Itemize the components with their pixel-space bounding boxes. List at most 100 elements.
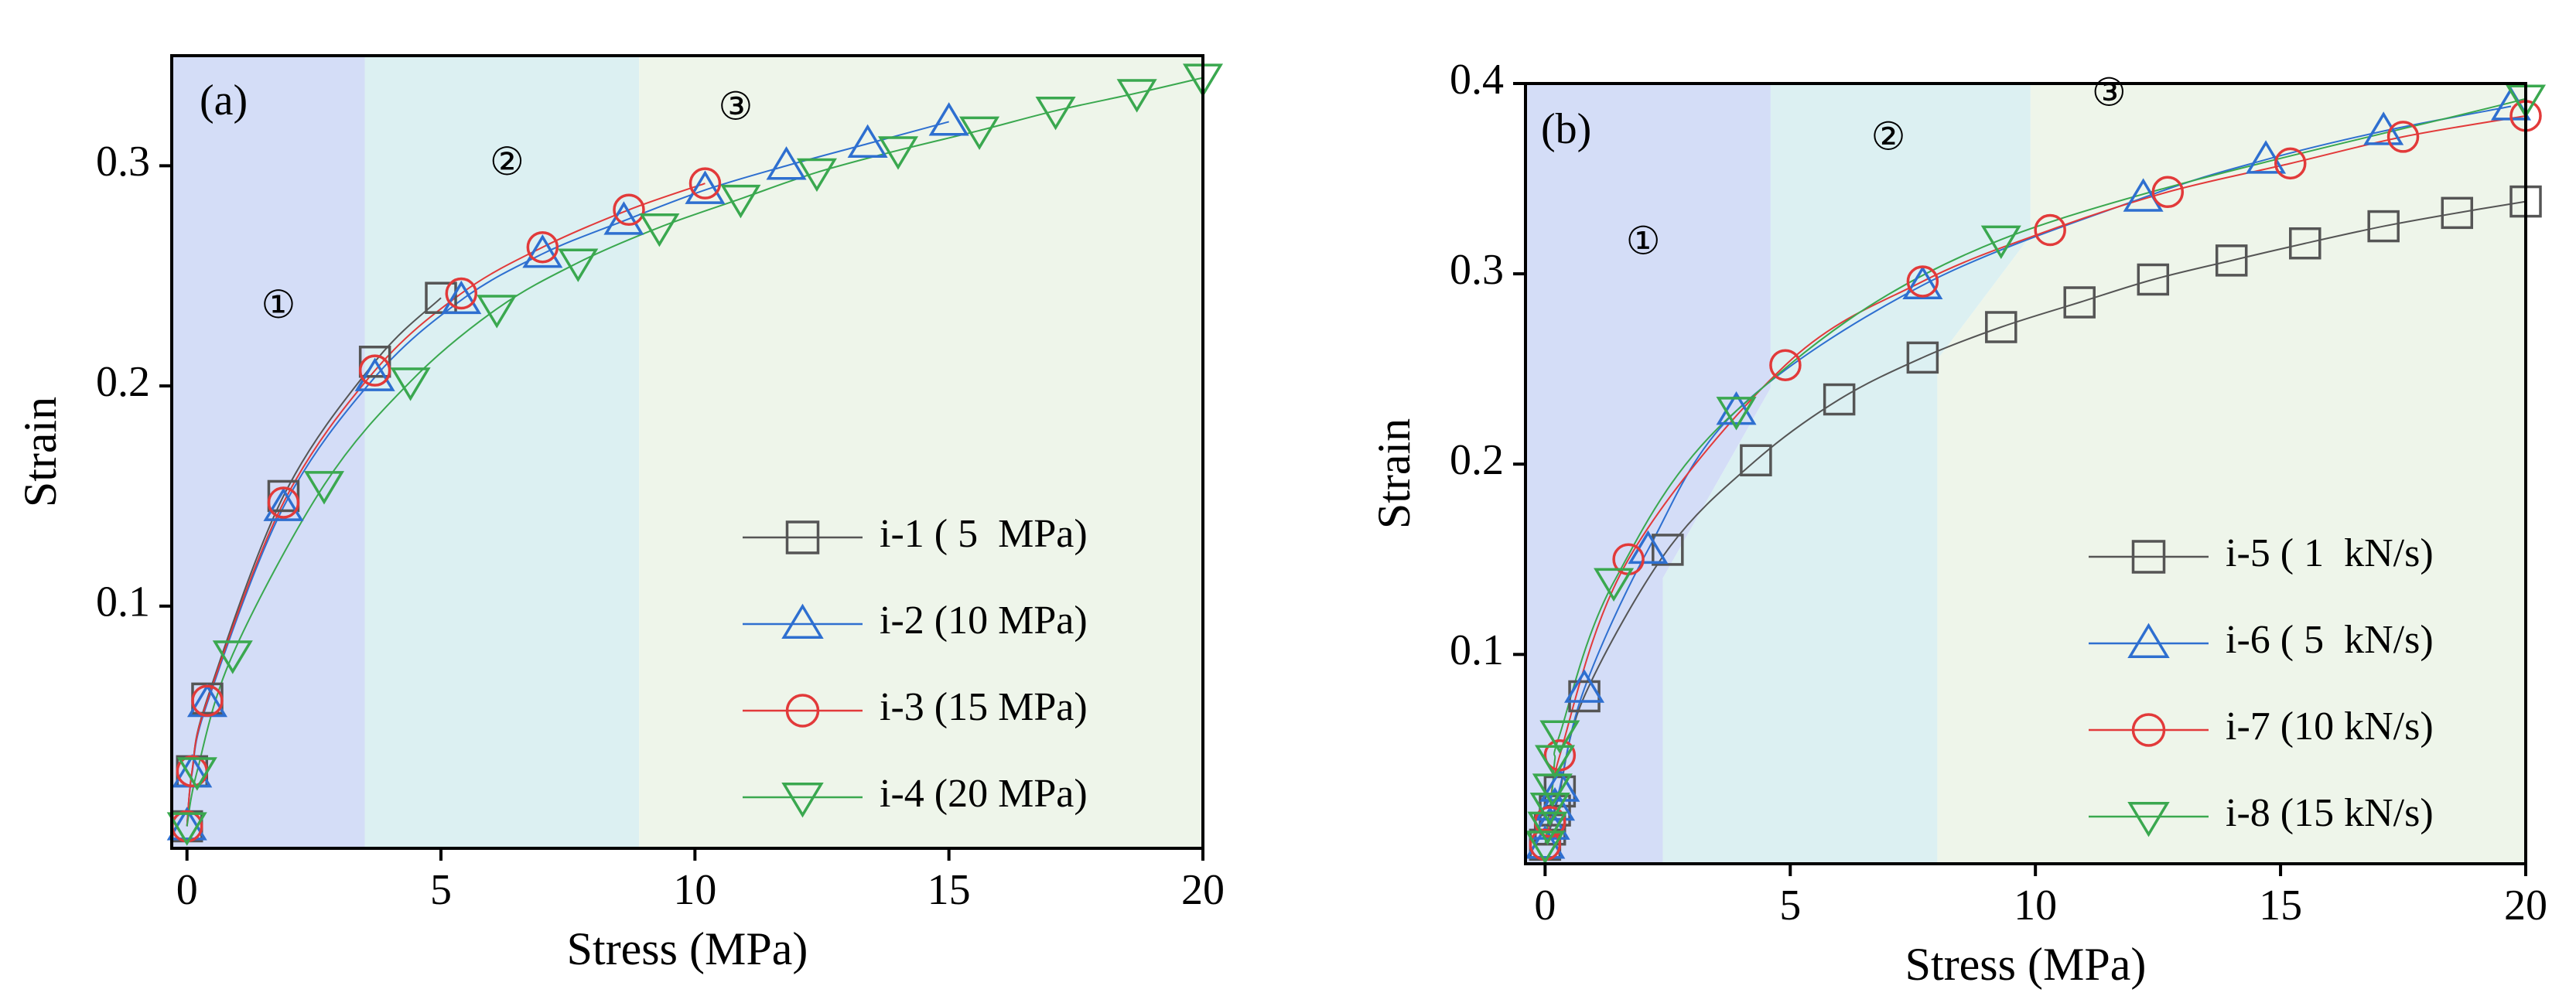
region-3: [1937, 84, 2526, 864]
legend-label-2: i-6 ( 5 kN/s): [2226, 618, 2434, 662]
data-point-s4-4: [303, 471, 345, 505]
data-point-s1-4: [267, 479, 300, 513]
legend-label-1: i-5 ( 1 kN/s): [2226, 531, 2434, 575]
data-point-s2-7: [1716, 391, 1757, 425]
data-point-s2-4: [263, 487, 304, 521]
data-point-s3-5: [358, 354, 391, 387]
data-point-s4-3: [1529, 793, 1570, 827]
data-point-s4-8: [1716, 397, 1757, 431]
panel-a: ① ② ③ 0 5 10 15 20 0.1 0.2 0.3 Stress (MPa) Strain (a…: [15, 54, 1225, 974]
legend-label-4: i-8 (15 kN/s): [2226, 791, 2434, 835]
legend-marker: [781, 603, 824, 639]
data-point-s1-7: [1740, 444, 1772, 477]
data-point-s4-3: [212, 640, 253, 674]
region-1: [172, 56, 365, 848]
data-point-s4-12: [959, 116, 1000, 151]
data-point-s2-8: [1902, 265, 1943, 300]
data-point-s2-7: [522, 234, 563, 268]
region-2: [1662, 84, 2031, 864]
x-tick-label: 10: [2014, 882, 2057, 929]
data-point-s4-2: [1527, 811, 1568, 846]
data-point-s4-1: [1525, 831, 1566, 865]
data-point-s2-10: [766, 146, 807, 180]
data-point-s4-5: [1534, 745, 1576, 779]
data-point-s4-10: [796, 158, 837, 193]
data-point-s4-7: [1594, 568, 1635, 602]
data-point-s2-12: [928, 102, 969, 136]
region-label-1: ①: [1626, 220, 1661, 263]
data-point-s4-5: [390, 367, 431, 401]
data-point-s1-8: [1823, 383, 1856, 416]
data-point-s3-9: [2274, 147, 2307, 180]
data-point-s3-8: [2151, 176, 2185, 209]
data-point-s1-11: [2063, 286, 2096, 319]
plot-frame: [1524, 82, 2527, 865]
data-point-s1-13: [2215, 244, 2248, 277]
panel-label: (b): [1541, 105, 1591, 153]
data-point-s2-1: [166, 807, 207, 841]
x-tick-label: 15: [928, 866, 971, 914]
y-tick-label: 0.2: [96, 358, 150, 406]
legend-marker: [2131, 713, 2166, 747]
x-tick-label: 15: [2259, 882, 2302, 929]
region-label-1: ①: [261, 283, 296, 326]
legend-marker: [2127, 802, 2170, 837]
data-point-s3-7: [526, 230, 559, 264]
region-3: [639, 56, 1203, 848]
data-point-s2-11: [2363, 111, 2404, 145]
data-point-s3-5: [1769, 349, 1802, 381]
legend-label-3: i-3 (15 MPa): [880, 685, 1088, 729]
x-tick-label: 20: [2504, 882, 2547, 929]
data-point-s4-1: [166, 812, 207, 846]
y-tick-label: 0.3: [1450, 246, 1504, 294]
data-point-s1-9: [1906, 341, 1939, 374]
data-point-s4-9: [720, 184, 761, 219]
data-point-s2-9: [685, 170, 726, 204]
data-point-s4-4: [1532, 773, 1573, 807]
x-axis-title: Stress (MPa): [1905, 939, 2147, 990]
panel-b: ① ② ③ 0 5 10 15 20 0.1 0.2 0.3 0.4 Stress (MPa) Strai…: [1368, 56, 2547, 990]
data-point-s1-15: [2367, 210, 2400, 243]
data-point-s2-8: [603, 201, 644, 235]
data-point-s3-6: [1906, 265, 1939, 298]
region-1: [1525, 84, 1771, 864]
y-tick-label: 0.1: [1450, 626, 1504, 674]
legend-label-3: i-7 (10 kN/s): [2226, 704, 2434, 749]
legend-label-2: i-2 (10 MPa): [880, 599, 1088, 643]
data-point-s4-6: [1539, 720, 1580, 754]
data-point-s2-10: [2246, 140, 2287, 174]
x-tick-label: 5: [1779, 882, 1801, 929]
y-tick-label: 0.2: [1450, 436, 1504, 484]
y-tick-label: 0.3: [96, 138, 150, 186]
data-point-s2-1: [1525, 825, 1566, 859]
data-point-s3-3: [191, 684, 224, 717]
y-tick-label: 0.4: [1450, 56, 1504, 104]
legend-label-1: i-1 ( 5 MPa): [880, 512, 1088, 556]
legend-marker: [785, 694, 820, 728]
region-label-2: ②: [490, 140, 524, 183]
region-label-3: ③: [2092, 71, 2127, 114]
region-label-3: ③: [718, 85, 753, 128]
data-point-s1-6: [1652, 534, 1684, 566]
y-tick-label: 0.1: [96, 578, 150, 626]
data-point-s1-12: [2137, 263, 2170, 296]
panel-label: (a): [200, 77, 248, 124]
data-point-s2-5: [354, 357, 395, 391]
data-point-s4-13: [1035, 97, 1076, 131]
data-point-s3-9: [688, 167, 722, 200]
legend-marker: [781, 783, 824, 818]
legend-marker: [2127, 622, 2170, 658]
data-point-s1-2: [1533, 813, 1566, 846]
data-point-s3-7: [2034, 213, 2066, 247]
region-label-2: ②: [1871, 114, 1906, 158]
y-axis-title: Strain: [15, 397, 66, 507]
x-tick-label: 10: [673, 866, 716, 914]
x-axis-title: Stress (MPa): [567, 923, 808, 974]
x-tick-label: 20: [1181, 866, 1225, 914]
data-point-s1-5: [358, 346, 391, 378]
data-point-s3-6: [445, 277, 478, 310]
data-point-s4-2: [176, 757, 217, 791]
data-point-s2-11: [847, 124, 888, 159]
legend-marker: [2131, 540, 2166, 574]
